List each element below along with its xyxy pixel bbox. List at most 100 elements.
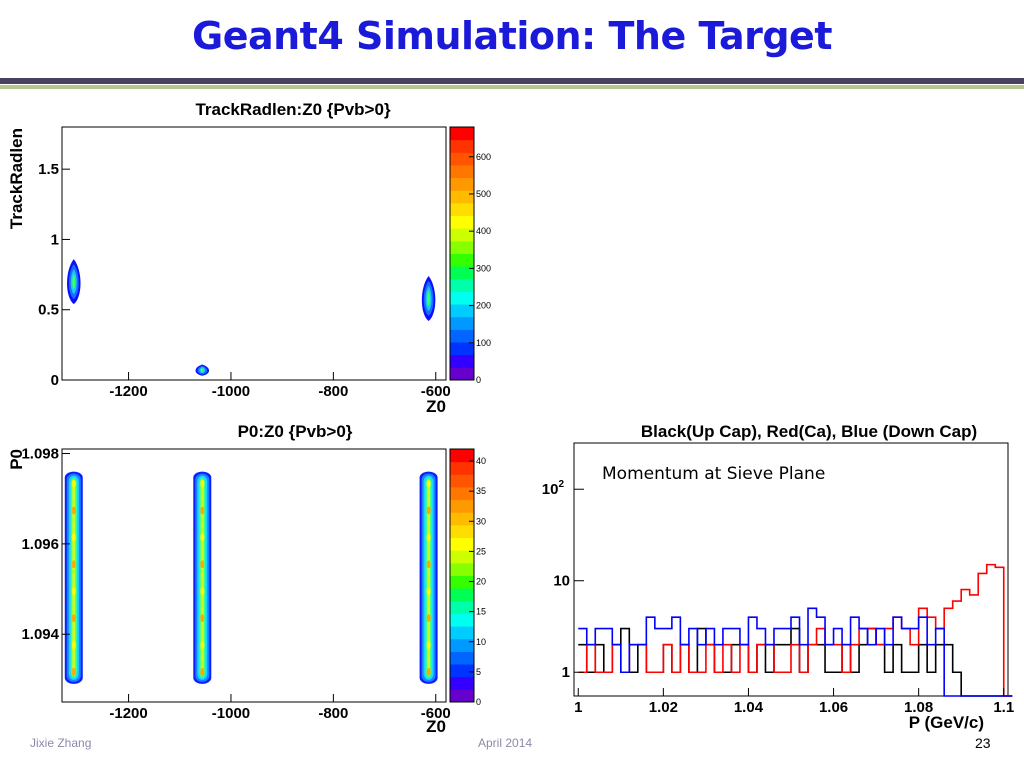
heatmap-blob: [72, 273, 76, 290]
footer-author: Jixie Zhang: [30, 736, 92, 750]
color-scale-tick-label: 35: [476, 486, 486, 496]
color-scale-tick-label: 400: [476, 226, 491, 236]
heatmap-hotspot: [200, 533, 205, 542]
color-scale-cell: [450, 651, 474, 665]
color-scale-cell: [450, 638, 474, 652]
slide-title: Geant4 Simulation: The Target: [192, 14, 833, 58]
color-scale-cell: [450, 676, 474, 690]
color-scale-cell: [450, 600, 474, 614]
y-tick-label: 1: [562, 664, 570, 681]
histogram-series: [578, 607, 1013, 697]
heatmap-hotspot: [426, 506, 431, 515]
heatmap-hotspot: [426, 587, 431, 596]
y-tick-label: 1.5: [38, 161, 59, 178]
color-scale-cell: [450, 486, 474, 501]
color-scale-tick-label: 10: [476, 637, 486, 647]
chart-title: TrackRadlen:Z0 {Pvb>0}: [195, 100, 391, 119]
color-scale-cell: [450, 253, 474, 267]
color-scale-cell: [450, 291, 474, 305]
y-tick-label: 1.096: [21, 536, 59, 553]
color-scale-cell: [450, 152, 474, 166]
color-scale-cell: [450, 177, 474, 191]
plot-frame: [573, 442, 1009, 697]
x-tick-label: 1.1: [993, 699, 1014, 716]
x-tick-label: 1.08: [904, 699, 933, 716]
x-tick-label: -1000: [212, 705, 250, 722]
chart-trackradlen-vs-z0: TrackRadlen:Z0 {Pvb>0} -1200 -1000 -800 -60…: [7, 100, 491, 416]
chart-title: P0:Z0 {Pvb>0}: [238, 422, 353, 441]
y-tick-label: 1.094: [21, 626, 59, 643]
y-tick-label: 102: [542, 479, 565, 498]
heatmap-hotspot: [200, 667, 205, 676]
color-scale-cell: [450, 613, 474, 627]
color-scale-cell: [450, 127, 474, 141]
heatmap-hotspot: [426, 533, 431, 542]
color-scale-tick-label: 30: [476, 516, 486, 526]
color-scale-cell: [450, 664, 474, 678]
title-rule-accent: [0, 85, 1024, 89]
color-scale-tick-label: 15: [476, 607, 486, 617]
color-scale-tick-label: 0: [476, 697, 481, 707]
color-scale-tick-label: 0: [476, 375, 481, 385]
heatmap-band: [72, 479, 76, 676]
color-scale-cell: [450, 202, 474, 217]
color-scale-tick-label: 20: [476, 577, 486, 587]
color-scale-tick-label: 300: [476, 263, 491, 273]
heatmap-hotspot: [71, 533, 76, 542]
color-scale-cell: [450, 575, 474, 589]
color-scale-cell: [450, 550, 474, 564]
plot-frame: [61, 126, 447, 381]
x-axis-label: P (GeV/c): [909, 713, 984, 732]
heatmap-hotspot: [200, 560, 205, 569]
color-scale-cell: [450, 278, 474, 292]
color-scale-cell: [450, 354, 474, 368]
color-scale-cell: [450, 626, 474, 640]
plot-frame: [61, 448, 447, 703]
y-tick-label: 10: [553, 573, 570, 590]
chart-title: Black(Up Cap), Red(Ca), Blue (Down Cap): [641, 422, 977, 441]
color-scale-cell: [450, 316, 474, 330]
x-tick-label: -800: [318, 383, 348, 400]
histogram-series: [578, 627, 1013, 697]
x-tick-label: -600: [421, 383, 451, 400]
x-tick-label: -1200: [109, 705, 147, 722]
heatmap-blob: [200, 368, 204, 373]
heatmap-hotspot: [426, 641, 431, 650]
x-tick-label: 1.06: [819, 699, 848, 716]
color-scale-cell: [450, 139, 474, 153]
y-tick-label: 1: [51, 231, 59, 248]
heatmap-hotspot: [426, 614, 431, 623]
heatmap-hotspot: [71, 560, 76, 569]
color-scale-cell: [450, 190, 474, 204]
heatmap-hotspot: [200, 641, 205, 650]
x-tick-label: 1: [574, 699, 582, 716]
heatmap-hotspot: [200, 479, 205, 488]
color-scale-cell: [450, 449, 474, 463]
heatmap-band: [427, 479, 431, 676]
heatmap-band: [200, 479, 204, 676]
x-tick-label: -600: [421, 705, 451, 722]
heatmap-hotspot: [71, 479, 76, 488]
color-scale-cell: [450, 228, 474, 242]
color-scale-cell: [450, 266, 474, 280]
color-scale-frame: [449, 126, 475, 381]
heatmap-hotspot: [426, 560, 431, 569]
heatmap-hotspot: [200, 587, 205, 596]
heatmap-hotspot: [200, 506, 205, 515]
title-rule: [0, 78, 1024, 84]
color-scale-cell: [450, 689, 474, 703]
y-tick-label: 1.098: [21, 446, 59, 463]
color-scale-frame: [449, 448, 475, 703]
x-tick-label: 1.02: [649, 699, 678, 716]
color-scale-cell: [450, 215, 474, 229]
x-tick-label: -800: [318, 705, 348, 722]
y-tick-label: 0: [51, 372, 59, 389]
color-scale-tick-label: 25: [476, 546, 486, 556]
heatmap-hotspot: [426, 479, 431, 488]
color-scale-tick-label: 500: [476, 189, 491, 199]
color-scale-cell: [450, 474, 474, 488]
y-axis-label: TrackRadlen: [7, 128, 26, 229]
color-scale-cell: [450, 304, 474, 318]
color-scale-cell: [450, 588, 474, 602]
color-scale-tick-label: 100: [476, 338, 491, 348]
